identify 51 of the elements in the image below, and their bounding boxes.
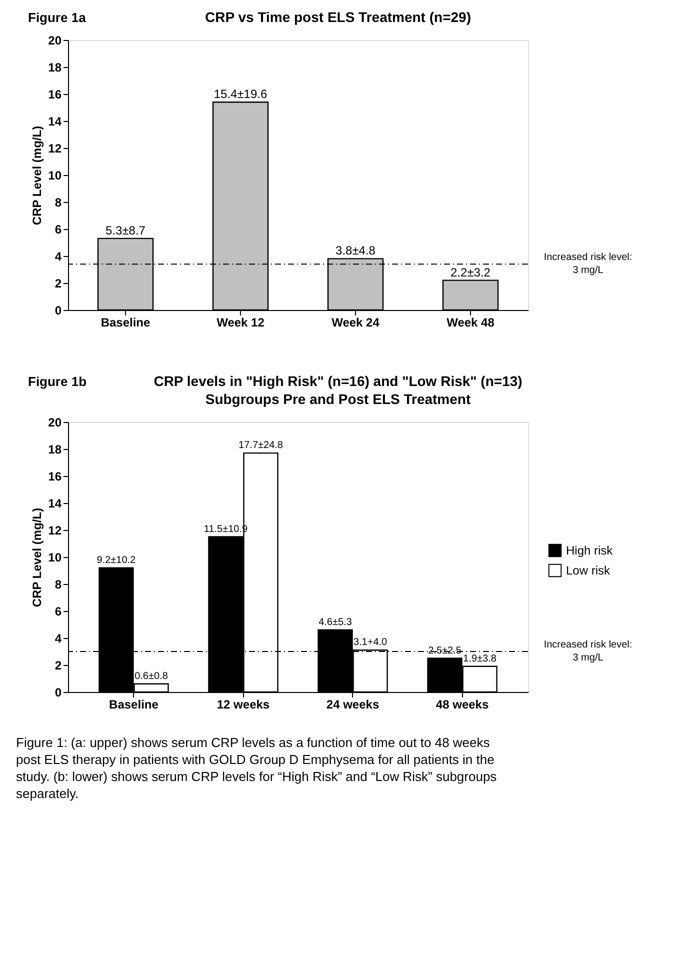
x-tick-label: 12 weeks [216, 698, 270, 712]
y-tick-label: 12 [48, 524, 62, 538]
y-axis-title: CRP Level (mg/L) [30, 508, 44, 608]
y-tick-label: 20 [48, 416, 62, 430]
y-tick-label: 0 [54, 686, 62, 700]
y-tick-label: 18 [48, 60, 62, 74]
x-tick-label: Baseline [109, 698, 159, 712]
x-tick-label: 24 weeks [326, 698, 380, 712]
ref-line-label: Increased risk level: 3 mg/L [544, 640, 632, 664]
y-tick-label: 16 [48, 88, 62, 102]
y-tick-label: 18 [48, 442, 62, 456]
y-tick-label: 14 [48, 496, 62, 510]
data-label: 2.2±3.2 [450, 265, 491, 280]
x-tick-label: Week 24 [332, 316, 380, 330]
legend-label: High risk [566, 544, 614, 558]
ref-line-label: Increased risk level: 3 mg/L [544, 252, 632, 276]
x-tick-label: Baseline [100, 316, 151, 330]
data-label: 17.7±24.8 [238, 440, 284, 452]
x-tick-label: 48 weeks [436, 698, 489, 712]
data-label: 15.4±19.6 [214, 87, 268, 102]
data-label: 4.6±5.3 [318, 616, 352, 628]
y-tick-label: 8 [54, 196, 62, 210]
data-label: 1.9±3.8 [463, 653, 497, 664]
y-tick-label: 10 [48, 168, 62, 182]
y-tick-label: 10 [48, 550, 62, 564]
caption: Figure 1b [28, 374, 87, 389]
chart-title: CRP levels in "High Risk" (n=16) and "Low Risk" (n=13) Subgroups Pre and Post ELS Treatment [154, 373, 522, 407]
data-label: 3.8±4.8 [336, 244, 376, 258]
y-tick-label: 6 [54, 604, 62, 618]
y-tick-label: 2 [54, 276, 62, 290]
data-label: 3.1+4.0 [353, 637, 388, 648]
x-tick-label: Week 12 [216, 316, 265, 330]
caption: Figure 1a [28, 10, 87, 25]
data-label: 9.2±10.2 [96, 554, 136, 566]
y-tick-label: 4 [54, 632, 62, 646]
y-axis-title: CRP Level (mg/L) [30, 126, 44, 226]
y-tick-label: 4 [54, 250, 62, 264]
y-tick-label: 20 [48, 34, 62, 48]
y-tick-label: 8 [54, 578, 62, 592]
y-tick-label: 6 [54, 222, 62, 236]
chart-title: CRP vs Time post ELS Treatment (n=29) [205, 9, 471, 25]
y-tick-label: 2 [54, 658, 62, 672]
x-tick-label: Week 48 [446, 316, 495, 330]
legend-label: Low risk [566, 564, 612, 578]
y-tick-label: 12 [48, 142, 62, 156]
y-tick-label: 14 [48, 114, 62, 128]
y-tick-label: 0 [54, 304, 62, 318]
data-label: 5.3±8.7 [106, 223, 146, 238]
y-tick-label: 16 [48, 470, 62, 484]
caption: Figure 1: (a: upper) shows serum CRP levels as a function of time out to 48 weeks post ELS therapy in patients with GOLD Group D Emphysema for all patients in the study. (b: lower) shows serum CRP levels for “High Risk” and “Low Risk” subgroups separately. [16, 735, 498, 801]
data-label: 0.6±0.8 [134, 670, 168, 682]
